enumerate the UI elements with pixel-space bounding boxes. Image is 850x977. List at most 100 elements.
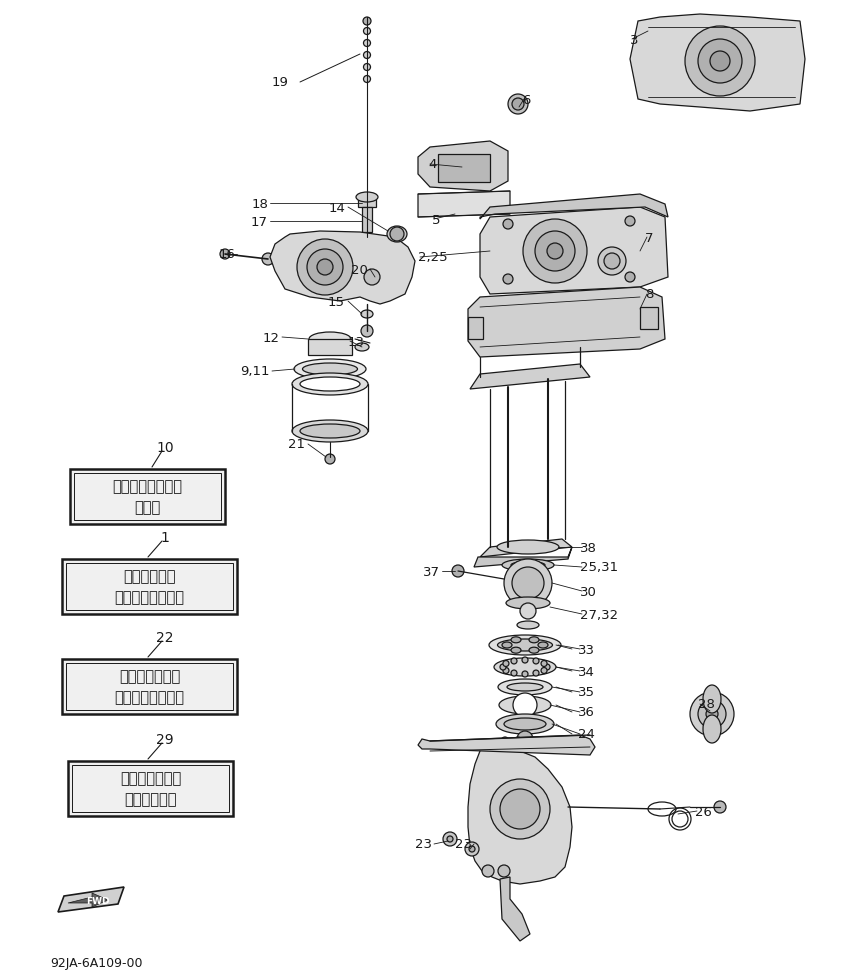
Circle shape [390,228,404,241]
Ellipse shape [494,658,556,676]
Circle shape [698,40,742,84]
Ellipse shape [300,378,360,392]
Ellipse shape [529,648,539,654]
Circle shape [364,28,371,35]
Circle shape [364,64,371,71]
Circle shape [443,832,457,846]
Polygon shape [58,887,124,913]
Polygon shape [630,15,805,112]
Circle shape [325,454,335,464]
Polygon shape [480,208,668,295]
Ellipse shape [517,621,539,629]
Ellipse shape [502,560,554,572]
Ellipse shape [356,192,378,203]
Text: 21: 21 [288,438,305,451]
Circle shape [522,658,528,663]
Bar [70,470,225,525]
Text: 27,32: 27,32 [580,608,618,620]
Ellipse shape [511,648,521,654]
Ellipse shape [502,642,512,649]
Ellipse shape [504,718,546,730]
Ellipse shape [703,715,721,743]
Circle shape [504,560,552,608]
Circle shape [447,836,453,842]
Circle shape [544,664,550,670]
Circle shape [465,842,479,856]
Circle shape [364,270,380,285]
Circle shape [706,708,718,720]
Circle shape [511,658,517,664]
Ellipse shape [294,360,366,380]
Ellipse shape [499,697,551,714]
Ellipse shape [355,344,369,352]
Ellipse shape [292,373,368,396]
Ellipse shape [703,685,721,713]
Text: 33: 33 [578,643,595,656]
Polygon shape [468,287,665,358]
Circle shape [503,275,513,284]
Circle shape [317,260,333,276]
Circle shape [514,738,522,745]
Polygon shape [270,232,415,305]
Circle shape [512,568,544,599]
Text: 12: 12 [263,331,280,344]
Circle shape [500,664,506,670]
Circle shape [512,99,524,110]
Polygon shape [470,364,590,390]
Circle shape [547,243,563,260]
Text: 6: 6 [522,94,530,106]
Circle shape [220,250,230,260]
Circle shape [625,273,635,282]
Circle shape [364,40,371,48]
Text: 14: 14 [328,201,345,214]
Text: 4: 4 [428,158,436,171]
Polygon shape [480,194,668,220]
Polygon shape [418,142,508,191]
Circle shape [498,865,510,877]
Circle shape [598,248,626,276]
Text: 20: 20 [351,263,368,276]
Text: 18: 18 [251,197,268,210]
Ellipse shape [387,227,407,242]
Circle shape [503,668,509,674]
Ellipse shape [529,637,539,643]
Circle shape [698,701,726,728]
Text: 7: 7 [645,232,654,244]
Circle shape [501,738,509,745]
Text: 16: 16 [218,248,235,261]
Circle shape [528,738,536,745]
Ellipse shape [292,420,368,443]
Circle shape [503,660,509,667]
Ellipse shape [511,562,545,569]
Text: 9,11: 9,11 [241,365,270,378]
Circle shape [297,239,353,296]
Text: キャブレタリペア
セット: キャブレタリペア セット [112,479,183,515]
Polygon shape [500,877,530,941]
Circle shape [364,76,371,83]
Circle shape [511,670,517,676]
Ellipse shape [303,363,358,375]
Ellipse shape [538,642,548,649]
Circle shape [500,789,540,829]
Text: 5: 5 [432,213,440,227]
Ellipse shape [511,637,521,643]
Text: ロワーユニット
ガスケットキット: ロワーユニット ガスケットキット [115,669,184,704]
Circle shape [364,53,371,60]
Circle shape [508,95,528,115]
Ellipse shape [497,540,559,554]
Text: 29: 29 [156,732,173,746]
Bar [68,761,233,816]
Circle shape [541,668,547,674]
Circle shape [541,738,549,745]
Polygon shape [474,547,572,568]
Bar [66,564,233,611]
Bar [438,154,490,183]
Bar [358,199,376,208]
Text: パワーヘッド
ガスケットキット: パワーヘッド ガスケットキット [115,569,184,605]
Bar [62,659,237,714]
Circle shape [685,27,755,97]
Circle shape [523,220,587,283]
Circle shape [541,660,547,667]
Ellipse shape [506,597,550,610]
Polygon shape [418,191,510,218]
